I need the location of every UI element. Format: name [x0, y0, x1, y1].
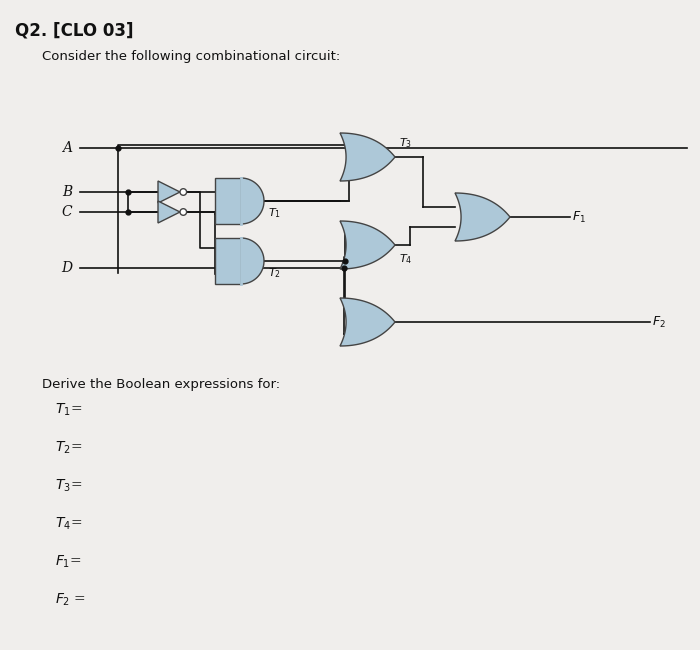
Polygon shape [340, 133, 395, 181]
Text: A: A [62, 141, 72, 155]
Text: $T_2$=: $T_2$= [55, 440, 82, 456]
Text: $F_1$=: $F_1$= [55, 554, 82, 570]
Text: $T_1$: $T_1$ [268, 206, 281, 220]
Text: Q2. [CLO 03]: Q2. [CLO 03] [15, 22, 134, 40]
Text: $T_1$=: $T_1$= [55, 402, 82, 418]
Polygon shape [340, 298, 395, 346]
Text: Derive the Boolean expressions for:: Derive the Boolean expressions for: [42, 378, 280, 391]
Text: Consider the following combinational circuit:: Consider the following combinational cir… [42, 50, 340, 63]
Text: $T_3$: $T_3$ [399, 136, 412, 150]
Text: D: D [61, 261, 72, 275]
Circle shape [180, 188, 187, 195]
Text: $F_2$ =: $F_2$ = [55, 592, 86, 608]
Polygon shape [158, 181, 180, 203]
Polygon shape [241, 238, 264, 284]
Text: $T_2$: $T_2$ [268, 266, 281, 280]
Text: $F_2$: $F_2$ [652, 315, 666, 330]
Polygon shape [455, 193, 510, 241]
Bar [215, 238, 241, 284]
Circle shape [180, 209, 187, 215]
Polygon shape [241, 178, 264, 224]
Text: $T_3$=: $T_3$= [55, 478, 82, 494]
Bar [215, 178, 241, 224]
Text: $T_4$=: $T_4$= [55, 516, 82, 532]
Text: B: B [62, 185, 72, 199]
Polygon shape [340, 221, 395, 269]
Text: $T_4$: $T_4$ [399, 252, 412, 266]
Polygon shape [158, 201, 180, 223]
Text: $F_1$: $F_1$ [572, 209, 586, 224]
Text: C: C [62, 205, 72, 219]
